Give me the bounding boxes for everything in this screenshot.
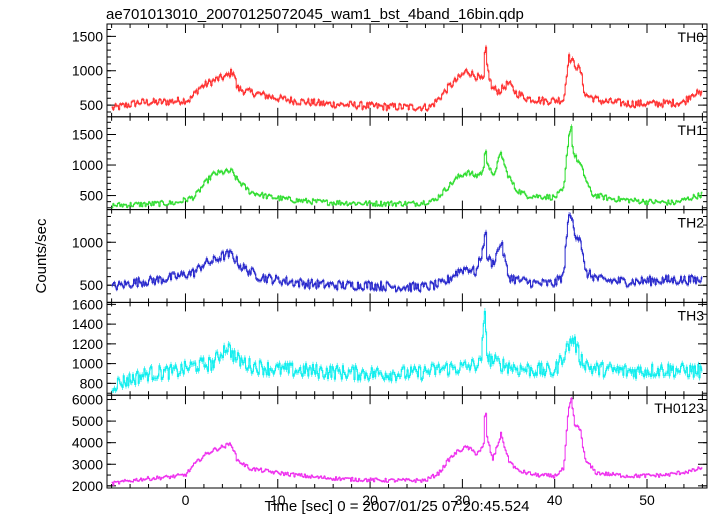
series-line	[111, 126, 703, 209]
y-tick-label: 4000	[72, 435, 103, 451]
panel-label: TH0	[678, 29, 705, 45]
y-tick-label: 1600	[72, 296, 103, 312]
x-tick-label: 10	[270, 492, 286, 508]
panel-label: TH3	[678, 307, 705, 323]
panel-th0123: 2000 3000 4000 5000 6000 TH0123	[72, 392, 708, 494]
chart-title: ae701013010_20070125072045_wam1_bst_4ban…	[106, 6, 524, 23]
y-tick-label: 500	[80, 97, 104, 113]
x-tick-label: 40	[547, 492, 563, 508]
x-tick-label: 30	[455, 492, 471, 508]
panel-th1: 500 1000 1500 TH1	[72, 116, 708, 211]
y-tick-label: 1200	[72, 336, 103, 352]
x-axis-label: Time [sec] 0 = 2007/01/25 07:20:45.524	[264, 498, 529, 515]
y-tick-label: 500	[80, 188, 104, 204]
y-tick-label: 1500	[72, 28, 103, 44]
series-th1	[111, 124, 703, 209]
x-tick-label: 0	[182, 492, 190, 508]
series-th2	[111, 212, 703, 294]
y-tick-label: 800	[80, 375, 104, 391]
series-line	[111, 46, 703, 112]
series-line	[111, 214, 703, 292]
y-tick-label: 2000	[72, 478, 103, 494]
panel-label: TH2	[678, 215, 705, 231]
y-tick-label: 1500	[72, 127, 103, 143]
y-tick-label: 3000	[72, 456, 103, 472]
y-tick-label: 1000	[72, 234, 103, 250]
y-tick-label: 5000	[72, 413, 103, 429]
y-axis-label: Counts/sec	[33, 218, 50, 294]
y-tick-label: 1400	[72, 316, 103, 332]
panel-label: TH1	[678, 122, 705, 138]
y-tick-label: 1000	[72, 157, 103, 173]
y-tick-label: 500	[80, 277, 104, 293]
y-tick-label: 1000	[72, 356, 103, 372]
x-tick-label: 20	[362, 492, 378, 508]
series-line	[111, 310, 703, 392]
y-tick-label: 6000	[72, 392, 103, 408]
y-tick-label: 1000	[72, 63, 103, 79]
series-th0123	[111, 396, 703, 487]
series-th0	[111, 44, 703, 112]
series-line	[111, 397, 703, 486]
x-tick-label: 50	[639, 492, 655, 508]
panel-th0: 500 1000 1500 TH0	[72, 23, 708, 118]
panel-label: TH0123	[654, 400, 704, 416]
series-th3	[111, 308, 703, 394]
